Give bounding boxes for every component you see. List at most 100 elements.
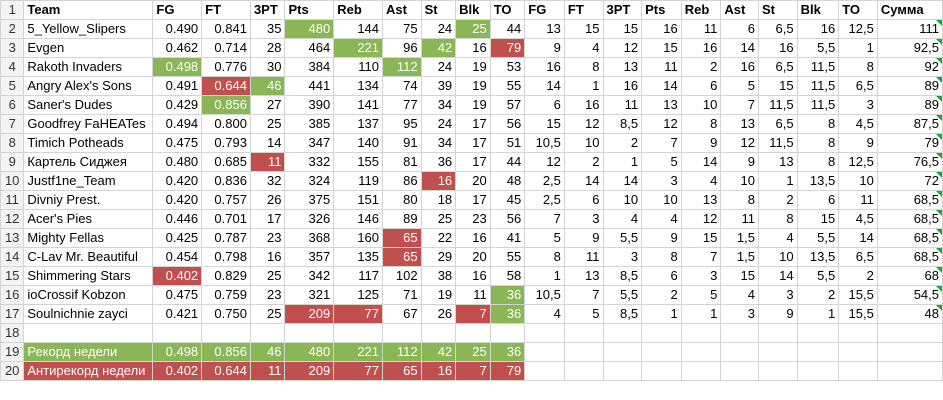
row-number[interactable]: 19: [0, 342, 25, 362]
stat-cell[interactable]: 0.420: [152, 171, 203, 191]
stat-cell[interactable]: 14: [524, 76, 565, 96]
stat-cell[interactable]: 14: [563, 171, 604, 191]
stat-cell[interactable]: 160: [333, 228, 384, 248]
antirecord-value[interactable]: 7: [455, 361, 491, 381]
team-name-cell[interactable]: Soulnichnie zayci: [23, 304, 154, 324]
stat-cell[interactable]: 6: [641, 266, 682, 286]
stat-cell[interactable]: 6,5: [838, 247, 878, 267]
column-header-cell[interactable]: St: [757, 0, 798, 20]
stat-cell[interactable]: 68,5: [876, 247, 943, 267]
column-header-cell[interactable]: FT: [563, 0, 604, 20]
stat-cell[interactable]: 441: [284, 76, 335, 96]
stat-cell[interactable]: 0.425: [152, 228, 203, 248]
empty-cell[interactable]: [563, 323, 604, 343]
stat-cell[interactable]: 23: [249, 228, 286, 248]
stat-cell[interactable]: 24: [420, 114, 457, 134]
stat-cell[interactable]: 6: [680, 76, 722, 96]
stat-cell[interactable]: 5,5: [602, 285, 643, 305]
stat-cell[interactable]: 11: [563, 247, 604, 267]
stat-cell[interactable]: 384: [284, 57, 335, 77]
empty-cell[interactable]: [757, 361, 798, 381]
empty-cell[interactable]: [796, 342, 840, 362]
team-name-cell[interactable]: Timich Potheads: [23, 133, 154, 153]
stat-cell[interactable]: 13: [757, 152, 798, 172]
team-name-cell[interactable]: Acer's Pies: [23, 209, 154, 229]
stat-cell[interactable]: 0.421: [152, 304, 203, 324]
stat-cell[interactable]: 19: [455, 95, 491, 115]
stat-cell[interactable]: 16: [420, 171, 457, 191]
stat-cell[interactable]: 16: [455, 228, 491, 248]
empty-cell[interactable]: [563, 361, 604, 381]
stat-cell[interactable]: 14: [720, 38, 759, 58]
empty-cell[interactable]: [876, 342, 943, 362]
team-name-cell[interactable]: Goodfrey FaHEATes: [23, 114, 154, 134]
antirecord-value[interactable]: 0.402: [152, 361, 203, 381]
antirecord-label[interactable]: Антирекорд недели: [23, 361, 154, 381]
empty-cell[interactable]: [838, 361, 878, 381]
stat-cell[interactable]: 6: [563, 190, 604, 210]
stat-cell[interactable]: 8: [563, 57, 604, 77]
empty-cell[interactable]: [455, 323, 491, 343]
stat-cell[interactable]: 11: [720, 209, 759, 229]
stat-cell[interactable]: 14: [680, 152, 722, 172]
stat-cell[interactable]: 87,5: [876, 114, 943, 134]
row-number[interactable]: 1: [0, 0, 25, 20]
stat-cell[interactable]: 8: [757, 209, 798, 229]
column-header-cell[interactable]: Reb: [680, 0, 722, 20]
stat-cell[interactable]: 112: [382, 57, 422, 77]
row-number[interactable]: 6: [0, 95, 25, 115]
stat-cell[interactable]: 2: [563, 152, 604, 172]
stat-cell[interactable]: 1: [796, 304, 840, 324]
stat-cell[interactable]: 12,5: [838, 152, 878, 172]
stat-cell[interactable]: 0.462: [152, 38, 203, 58]
stat-cell[interactable]: 9: [641, 228, 682, 248]
stat-cell[interactable]: 20: [455, 247, 491, 267]
stat-cell[interactable]: 8,5: [602, 114, 643, 134]
row-number[interactable]: 2: [0, 19, 25, 39]
team-name-cell[interactable]: ioCrossif Kobzon: [23, 285, 154, 305]
column-header-cell[interactable]: FT: [201, 0, 251, 20]
stat-cell[interactable]: 0.787: [201, 228, 251, 248]
stat-cell[interactable]: 2: [796, 285, 840, 305]
empty-cell[interactable]: [720, 323, 759, 343]
stat-cell[interactable]: 3: [602, 247, 643, 267]
row-number[interactable]: 17: [0, 304, 25, 324]
stat-cell[interactable]: 0.776: [201, 57, 251, 77]
stat-cell[interactable]: 72: [876, 171, 943, 191]
stat-cell[interactable]: 1: [524, 266, 565, 286]
stat-cell[interactable]: 12: [641, 114, 682, 134]
stat-cell[interactable]: 26: [420, 304, 457, 324]
stat-cell[interactable]: 55: [489, 76, 526, 96]
stat-cell[interactable]: 6,5: [757, 19, 798, 39]
column-header-cell[interactable]: Team: [23, 0, 154, 20]
stat-cell[interactable]: 36: [489, 285, 526, 305]
stat-cell[interactable]: 0.491: [152, 76, 203, 96]
stat-cell[interactable]: 1: [680, 304, 722, 324]
stat-cell[interactable]: 6: [796, 190, 840, 210]
stat-cell[interactable]: 29: [420, 247, 457, 267]
stat-cell[interactable]: 16: [602, 76, 643, 96]
stat-cell[interactable]: 55: [489, 247, 526, 267]
empty-cell[interactable]: [876, 323, 943, 343]
stat-cell[interactable]: 7: [680, 247, 722, 267]
stat-cell[interactable]: 0.475: [152, 285, 203, 305]
antirecord-value[interactable]: 79: [489, 361, 526, 381]
antirecord-value[interactable]: 11: [249, 361, 286, 381]
record-value[interactable]: 36: [489, 342, 526, 362]
stat-cell[interactable]: 11,5: [796, 76, 840, 96]
stat-cell[interactable]: 92,5: [876, 38, 943, 58]
stat-cell[interactable]: 9: [757, 304, 798, 324]
stat-cell[interactable]: 65: [382, 247, 422, 267]
stat-cell[interactable]: 79: [489, 38, 526, 58]
stat-cell[interactable]: 10,5: [524, 285, 565, 305]
stat-cell[interactable]: 125: [333, 285, 384, 305]
stat-cell[interactable]: 14: [757, 266, 798, 286]
stat-cell[interactable]: 25: [455, 19, 491, 39]
stat-cell[interactable]: 0.798: [201, 247, 251, 267]
empty-cell[interactable]: [602, 342, 643, 362]
stat-cell[interactable]: 14: [838, 228, 878, 248]
team-name-cell[interactable]: Divniy Prest.: [23, 190, 154, 210]
row-number[interactable]: 16: [0, 285, 25, 305]
empty-cell[interactable]: [489, 323, 526, 343]
empty-cell[interactable]: [201, 323, 251, 343]
